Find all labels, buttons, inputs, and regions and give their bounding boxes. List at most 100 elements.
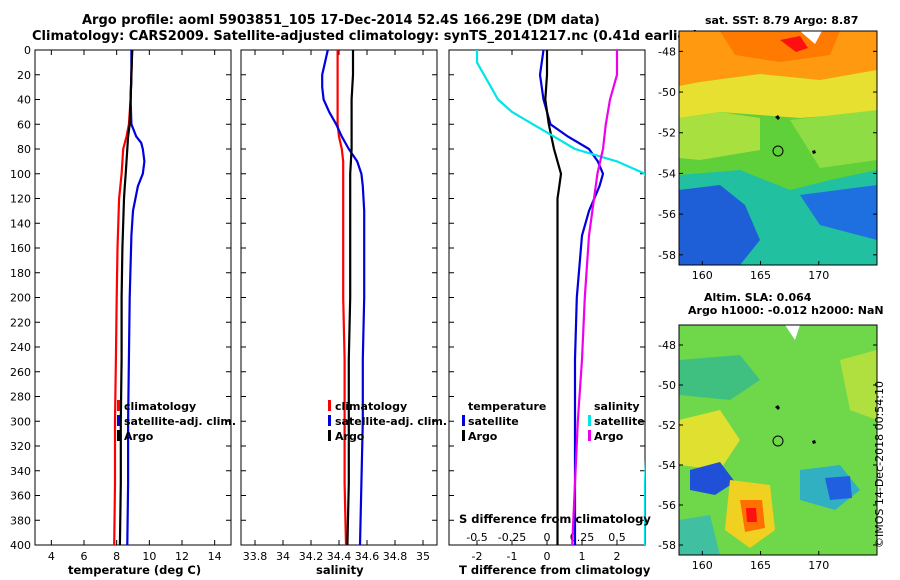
y-tick-label: 120 bbox=[10, 193, 31, 206]
sst-lon-tick-label: 160 bbox=[692, 269, 713, 282]
sla-map-title-line2: Argo h1000: -0.012 h2000: NaN bbox=[688, 304, 884, 317]
figure-title-line1: Argo profile: aoml 5903851_105 17-Dec-20… bbox=[82, 13, 600, 28]
series-line-argo bbox=[118, 50, 134, 545]
series-line-argo bbox=[346, 50, 355, 545]
y-tick-label: 400 bbox=[10, 539, 31, 552]
sla-lat-tick-label: -56 bbox=[658, 499, 676, 512]
sst-map-frame bbox=[678, 30, 878, 266]
series-line-climatology bbox=[336, 50, 348, 545]
sla-lat-tick-label: -58 bbox=[658, 539, 676, 552]
legend-title-salinity: salinity bbox=[594, 400, 640, 413]
y-tick-label: 180 bbox=[10, 267, 31, 280]
x-tick-label: -1 bbox=[507, 550, 518, 563]
s-diff-tick-label: -0.5 bbox=[466, 531, 487, 544]
sst-lat-tick-label: -56 bbox=[658, 208, 676, 221]
sla-lon-tick-label: 160 bbox=[692, 559, 713, 572]
legend-label-s-satellite: satellite bbox=[594, 415, 645, 428]
s-diff-tick-label: 0 bbox=[544, 531, 551, 544]
y-tick-label: 340 bbox=[10, 465, 31, 478]
figure-title-line2: Climatology: CARS2009. Satellite-adjuste… bbox=[32, 29, 699, 44]
legend-marker-t-argo bbox=[462, 430, 465, 441]
x-tick-label: 35 bbox=[416, 550, 430, 563]
x-tick-label: -2 bbox=[472, 550, 483, 563]
y-tick-label: 40 bbox=[17, 94, 31, 107]
s-diff-tick-label: -0.25 bbox=[498, 531, 526, 544]
series-line-t-argo bbox=[544, 50, 563, 545]
x-tick-label: 1 bbox=[579, 550, 586, 563]
sla-map bbox=[679, 325, 877, 555]
legend-label-s-argo: Argo bbox=[594, 430, 624, 443]
legend-marker-argo bbox=[328, 430, 331, 441]
difference-plot-frame bbox=[448, 49, 646, 546]
x-tick-label: 4 bbox=[48, 550, 55, 563]
y-tick-label: 100 bbox=[10, 168, 31, 181]
legend-marker-satellite bbox=[117, 415, 120, 426]
x-tick-label: 34.4 bbox=[327, 550, 352, 563]
x-tick-label: 10 bbox=[142, 550, 156, 563]
y-tick-label: 320 bbox=[10, 440, 31, 453]
s-diff-tick-label: 0.5 bbox=[608, 531, 626, 544]
sst-lat-tick-label: -48 bbox=[658, 45, 676, 58]
legend-label-satellite: satellite-adj. clim. bbox=[335, 415, 447, 428]
x-tick-label: 34 bbox=[276, 550, 290, 563]
imos-watermark: ©IMOS 14-Dec-2018 00:54:10 bbox=[873, 381, 886, 548]
temperature-plot-frame bbox=[34, 49, 232, 546]
x-tick-label: 33.8 bbox=[243, 550, 268, 563]
legend-marker-s-satellite bbox=[588, 415, 591, 426]
y-tick-label: 0 bbox=[24, 44, 31, 57]
sst-lat-tick-label: -58 bbox=[658, 249, 676, 262]
legend-marker-climatology bbox=[117, 400, 120, 411]
sst-lon-tick-label: 165 bbox=[750, 269, 771, 282]
salinity-plot-frame bbox=[240, 49, 438, 546]
x-tick-label: 2 bbox=[614, 550, 621, 563]
sla-lat-tick-label: -50 bbox=[658, 379, 676, 392]
salinity-axis-label: salinity bbox=[316, 563, 364, 577]
legend-label-satellite: satellite-adj. clim. bbox=[124, 415, 236, 428]
y-tick-label: 280 bbox=[10, 391, 31, 404]
sla-lon-tick-label: 165 bbox=[750, 559, 771, 572]
y-tick-label: 160 bbox=[10, 242, 31, 255]
legend-marker-climatology bbox=[328, 400, 331, 411]
sst-lat-tick-label: -50 bbox=[658, 86, 676, 99]
y-tick-label: 200 bbox=[10, 292, 31, 305]
series-line-satellite-adj-clim- bbox=[126, 50, 146, 545]
sla-profile-location-marker bbox=[772, 435, 784, 447]
sla-lat-tick-label: -52 bbox=[658, 419, 676, 432]
y-tick-label: 80 bbox=[17, 143, 31, 156]
x-tick-label: 6 bbox=[81, 550, 88, 563]
temperature-legend: climatology satellite-adj. clim. Argo bbox=[117, 400, 236, 443]
legend-label-argo: Argo bbox=[335, 430, 365, 443]
temperature-axis-label: temperature (deg C) bbox=[68, 563, 201, 577]
legend-label-t-argo: Argo bbox=[468, 430, 498, 443]
x-tick-label: 0 bbox=[544, 550, 551, 563]
sst-lat-tick-label: -54 bbox=[658, 167, 676, 180]
sst-profile-location-marker bbox=[772, 145, 784, 157]
legend-title-temperature: temperature bbox=[468, 400, 546, 413]
sla-lat-tick-label: -54 bbox=[658, 459, 676, 472]
y-tick-label: 20 bbox=[17, 69, 31, 82]
legend-label-argo: Argo bbox=[124, 430, 154, 443]
y-tick-label: 380 bbox=[10, 514, 31, 527]
series-line-satellite-adj-clim- bbox=[321, 50, 366, 545]
legend-marker-s-argo bbox=[588, 430, 591, 441]
sla-lon-tick-label: 170 bbox=[808, 559, 829, 572]
y-tick-label: 140 bbox=[10, 217, 31, 230]
y-tick-label: 300 bbox=[10, 415, 31, 428]
s-difference-axis-label: S difference from climatology bbox=[459, 512, 651, 526]
x-tick-label: 34.6 bbox=[355, 550, 380, 563]
legend-marker-t-satellite bbox=[462, 415, 465, 426]
x-tick-label: 12 bbox=[175, 550, 189, 563]
series-line-s-satellite bbox=[475, 50, 645, 545]
legend-label-t-satellite: satellite bbox=[468, 415, 519, 428]
x-tick-label: 34.2 bbox=[299, 550, 324, 563]
sst-lat-tick-label: -52 bbox=[658, 127, 676, 140]
x-tick-label: 34.8 bbox=[383, 550, 408, 563]
sla-map-frame bbox=[678, 324, 878, 556]
sla-lat-tick-label: -48 bbox=[658, 339, 676, 352]
sst-map-title: sat. SST: 8.79 Argo: 8.87 bbox=[705, 14, 859, 27]
legend-marker-satellite bbox=[328, 415, 331, 426]
y-tick-label: 240 bbox=[10, 341, 31, 354]
legend-label-climatology: climatology bbox=[124, 400, 196, 413]
difference-legend: temperature satellite Argo salinity sate… bbox=[462, 400, 645, 443]
